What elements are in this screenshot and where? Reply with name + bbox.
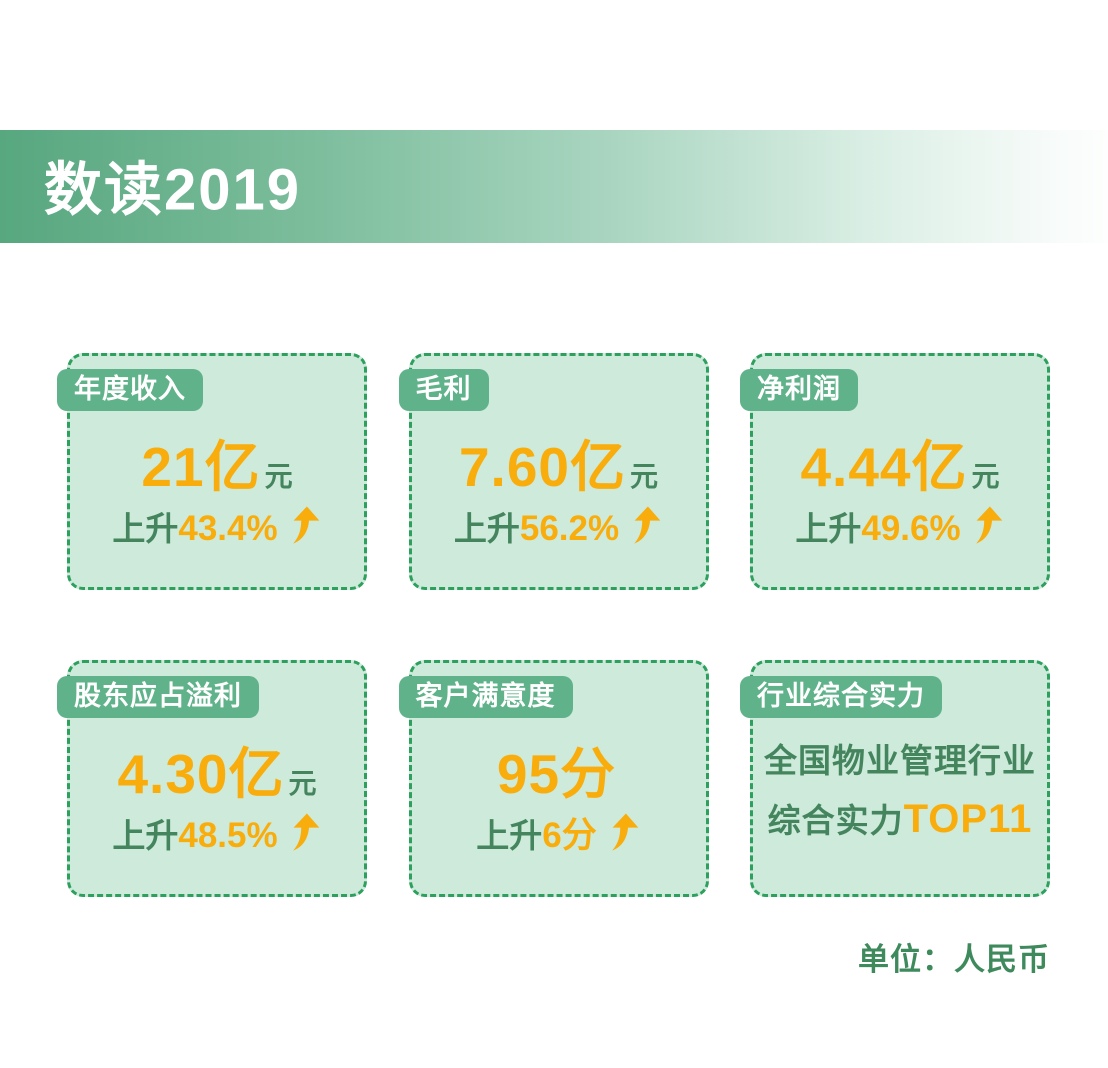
card-value: 95分 (496, 743, 617, 805)
card-value: 4.44亿 (800, 436, 968, 498)
card-tag: 行业综合实力 (740, 676, 942, 718)
card-rise-line: 上升56.2% (412, 506, 706, 559)
rise-arrow-icon (975, 506, 1002, 544)
card-value-line: 4.44亿元 (753, 434, 1047, 515)
stat-card-customer-satisfaction: 客户满意度 95分 上升6分 (398, 660, 709, 897)
rise-label: 上升 (112, 510, 179, 547)
stat-card-industry-ranking: 行业综合实力 全国物业管理行业 综合实力TOP11 (740, 660, 1050, 897)
rise-value: 48.5% (178, 816, 278, 855)
ranking-text-line1: 全国物业管理行业 (764, 742, 1036, 779)
card-value: 7.60亿 (458, 436, 627, 498)
rise-value: 49.6% (861, 509, 961, 548)
card-value: 4.30亿 (117, 743, 285, 805)
stat-cards-grid: 年度收入 21亿元 上升43.4% 毛利 7.60亿元 上升56.2% 净利润 … (57, 353, 1050, 897)
stat-card-annual-revenue: 年度收入 21亿元 上升43.4% (57, 353, 367, 590)
stat-card-shareholders-profit: 股东应占溢利 4.30亿元 上升48.5% (57, 660, 367, 897)
ranking-text-green: 综合实力 (767, 802, 904, 839)
card-tag: 毛利 (398, 369, 489, 411)
rise-label: 上升 (795, 510, 862, 547)
banner-header: 数读2019 (0, 130, 1108, 243)
stat-card-net-profit: 净利润 4.44亿元 上升49.6% (740, 353, 1050, 590)
rise-arrow-icon (292, 506, 319, 544)
card-value: 21亿 (141, 436, 261, 498)
card-tag: 年度收入 (57, 369, 203, 411)
page-title: 数读2019 (44, 156, 302, 222)
card-rise-line: 上升6分 (412, 813, 706, 866)
card-value-unit: 元 (630, 461, 659, 492)
rise-value: 6分 (542, 816, 597, 855)
rise-value: 43.4% (178, 509, 278, 548)
card-value-line: 4.30亿元 (70, 741, 364, 822)
rise-label: 上升 (476, 817, 543, 854)
rise-label: 上升 (453, 510, 520, 547)
card-value-unit: 元 (264, 461, 293, 492)
ranking-text-line2: 综合实力TOP11 (753, 793, 1047, 854)
card-rise-line: 上升48.5% (70, 813, 364, 866)
card-value-line: 95分 (412, 741, 706, 822)
rise-value: 56.2% (519, 509, 620, 548)
card-value-line: 7.60亿元 (412, 434, 706, 515)
rise-arrow-icon (292, 813, 319, 851)
card-tag: 股东应占溢利 (57, 676, 259, 718)
stat-card-gross-profit: 毛利 7.60亿元 上升56.2% (398, 353, 709, 590)
card-value-unit: 元 (288, 768, 317, 799)
card-rise-line: 上升43.4% (70, 506, 364, 559)
rise-arrow-icon (611, 813, 639, 851)
card-tag: 客户满意度 (398, 676, 573, 718)
unit-note: 单位：人民币 (858, 942, 1050, 977)
card-tag: 净利润 (740, 369, 858, 411)
card-rise-line: 上升49.6% (753, 506, 1047, 559)
card-value-line: 21亿元 (70, 434, 364, 515)
ranking-text-top11: TOP11 (903, 797, 1033, 841)
rise-label: 上升 (112, 817, 179, 854)
rise-arrow-icon (634, 506, 661, 544)
card-value-unit: 元 (971, 461, 1000, 492)
